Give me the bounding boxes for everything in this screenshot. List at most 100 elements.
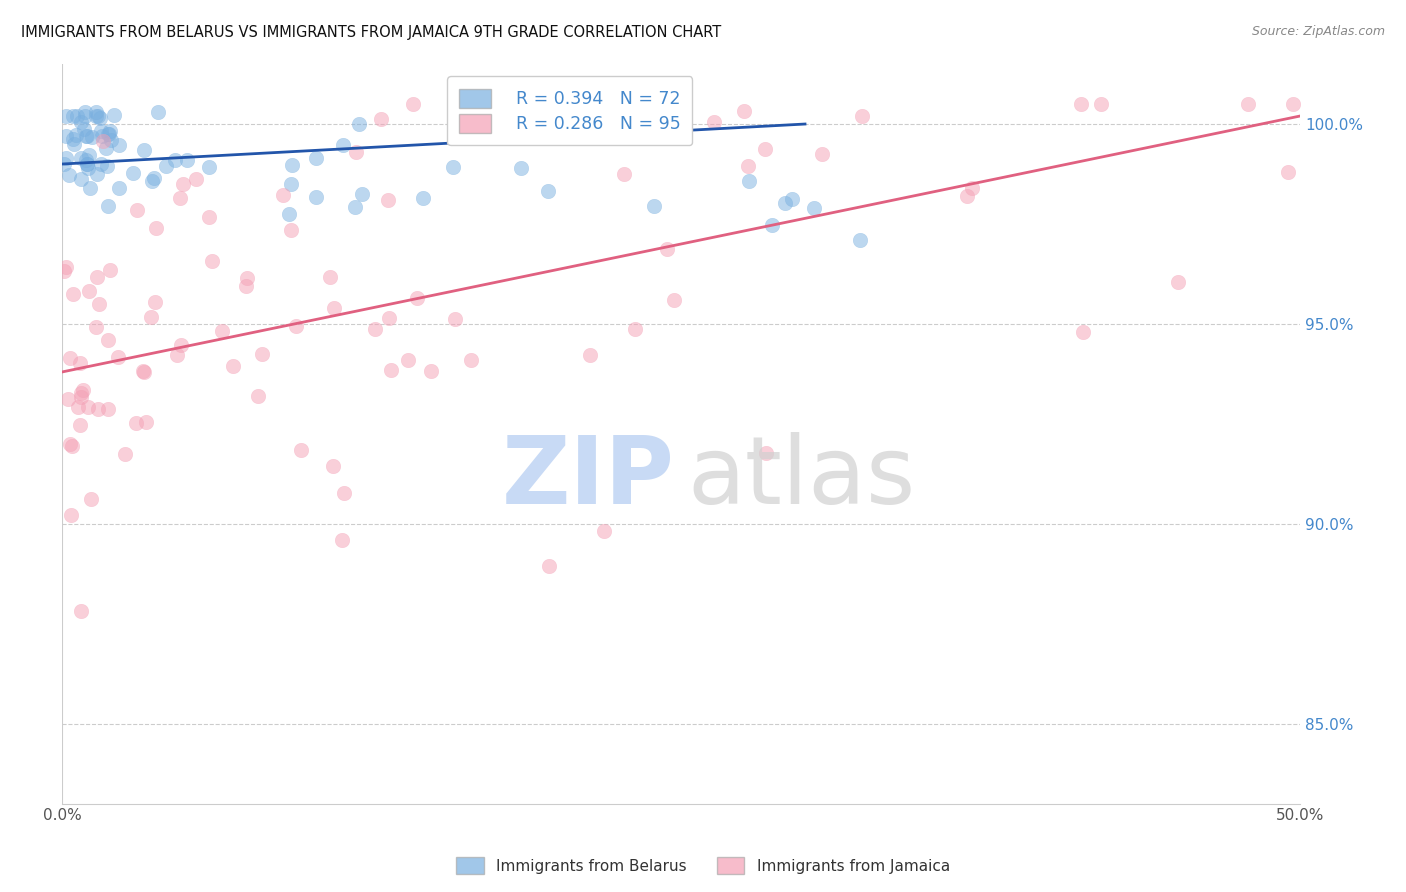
Point — [271, 188, 294, 202]
Point — [69, 417, 91, 432]
Point — [198, 210, 221, 224]
Point — [176, 153, 198, 168]
Point — [84, 105, 107, 120]
Point — [77, 400, 100, 414]
Point — [420, 364, 443, 378]
Point — [146, 105, 169, 120]
Legend: Immigrants from Belarus, Immigrants from Jamaica: Immigrants from Belarus, Immigrants from… — [450, 851, 956, 880]
Point — [79, 180, 101, 194]
Point — [132, 364, 155, 378]
Point — [76, 157, 98, 171]
Point — [773, 195, 796, 210]
Point — [98, 124, 121, 138]
Point — [73, 105, 96, 120]
Point — [811, 147, 834, 161]
Point — [519, 97, 541, 112]
Point — [592, 524, 614, 539]
Point — [75, 129, 97, 144]
Point — [344, 145, 367, 159]
Point — [80, 491, 103, 506]
Point — [141, 174, 163, 188]
Point — [90, 124, 112, 138]
Point — [107, 351, 129, 365]
Point — [77, 284, 100, 298]
Point — [73, 122, 96, 136]
Point — [114, 447, 136, 461]
Point — [84, 319, 107, 334]
Point — [1090, 97, 1112, 112]
Point — [378, 311, 401, 326]
Point — [96, 140, 118, 154]
Point — [377, 194, 399, 208]
Point — [77, 161, 100, 175]
Point — [59, 351, 82, 365]
Point — [201, 253, 224, 268]
Point — [198, 160, 221, 174]
Point — [703, 114, 725, 128]
Point — [89, 111, 111, 125]
Point — [70, 386, 93, 401]
Point — [803, 201, 825, 215]
Point — [91, 129, 114, 144]
Point — [280, 177, 302, 191]
Point — [107, 181, 129, 195]
Point — [281, 158, 304, 172]
Point — [86, 270, 108, 285]
Point — [103, 107, 125, 121]
Point — [460, 353, 482, 368]
Point — [132, 143, 155, 157]
Point — [55, 151, 77, 165]
Legend:   R = 0.394   N = 72,   R = 0.286   N = 95: R = 0.394 N = 72, R = 0.286 N = 95 — [447, 77, 693, 145]
Point — [55, 109, 77, 123]
Point — [163, 153, 186, 167]
Point — [657, 242, 679, 256]
Point — [761, 218, 783, 232]
Point — [755, 445, 778, 459]
Text: ZIP: ZIP — [502, 433, 675, 524]
Point — [737, 159, 759, 173]
Point — [90, 157, 112, 171]
Point — [733, 104, 755, 119]
Point — [960, 181, 983, 195]
Point — [96, 159, 118, 173]
Point — [97, 333, 120, 347]
Point — [405, 291, 427, 305]
Point — [330, 533, 353, 547]
Point — [285, 318, 308, 333]
Point — [305, 190, 328, 204]
Point — [77, 147, 100, 161]
Point — [235, 278, 257, 293]
Point — [143, 171, 166, 186]
Point — [1071, 326, 1094, 340]
Point — [624, 321, 647, 335]
Point — [108, 138, 131, 153]
Point — [344, 200, 367, 214]
Point — [53, 263, 76, 277]
Point — [401, 97, 423, 112]
Point — [290, 443, 312, 458]
Point — [370, 112, 392, 127]
Point — [166, 348, 188, 362]
Point — [86, 167, 108, 181]
Point — [84, 109, 107, 123]
Point — [96, 128, 118, 142]
Point — [848, 233, 870, 247]
Point — [170, 338, 193, 352]
Point — [184, 172, 207, 186]
Point — [97, 199, 120, 213]
Point — [738, 173, 761, 187]
Point — [1277, 165, 1299, 179]
Point — [56, 392, 79, 406]
Point — [132, 365, 155, 379]
Point — [55, 260, 77, 275]
Point — [305, 152, 328, 166]
Point — [62, 109, 84, 123]
Point — [69, 604, 91, 618]
Point — [643, 199, 665, 213]
Point — [412, 191, 434, 205]
Point — [97, 127, 120, 141]
Point — [322, 458, 344, 473]
Point — [1236, 97, 1258, 112]
Point — [278, 207, 301, 221]
Point — [319, 270, 342, 285]
